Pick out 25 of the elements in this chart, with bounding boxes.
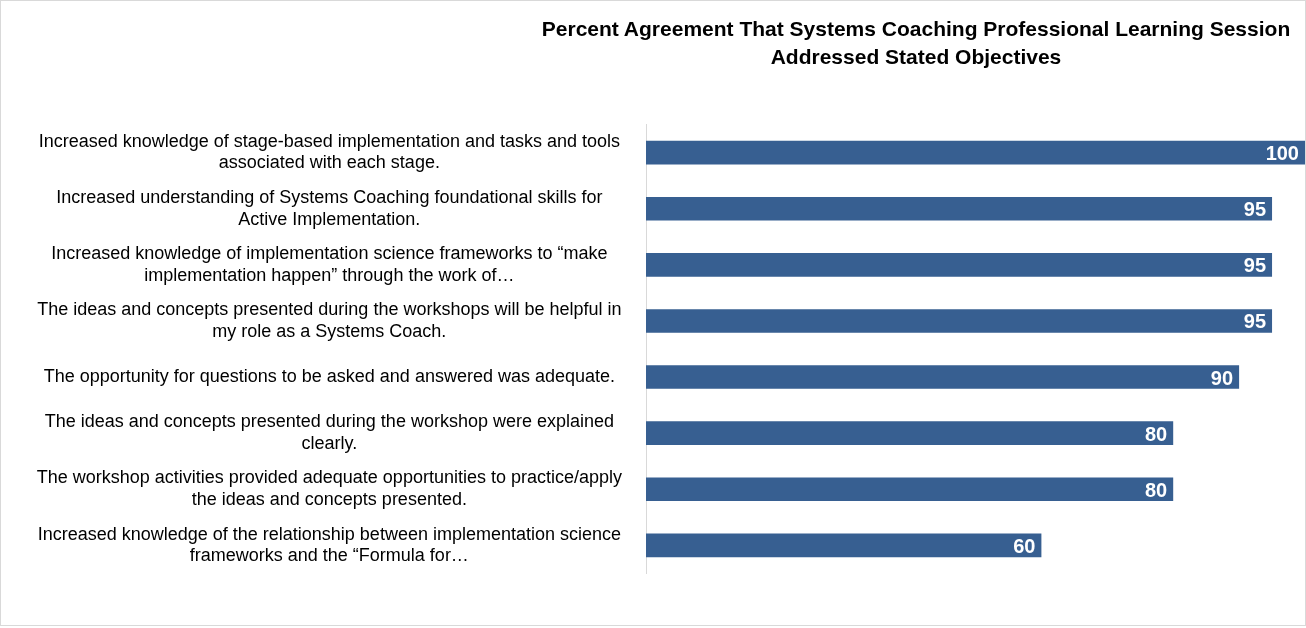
data-label: 80 xyxy=(1144,422,1168,445)
data-label: 80 xyxy=(1144,478,1168,501)
data-label: 90 xyxy=(1210,366,1234,389)
y-tick-label: Increased knowledge of the relationship between implementation science frameworks and the “Formula for… xyxy=(37,523,622,566)
data-label: 60 xyxy=(1013,534,1036,557)
bar xyxy=(646,477,1174,502)
data-label: 100 xyxy=(1265,142,1299,165)
chart-title: Percent Agreement That Systems Coaching Professional Learning Session Addressed Stated Objectives xyxy=(540,16,1292,70)
y-tick-label: The ideas and concepts presented during the workshop were explained clearly. xyxy=(44,411,615,453)
data-label: 95 xyxy=(1243,254,1267,277)
data-label: 95 xyxy=(1243,198,1267,221)
y-tick-label: The ideas and concepts presented during the workshops will be helpful in my role as a Systems Coach. xyxy=(37,299,622,341)
bar xyxy=(646,533,1042,558)
bar xyxy=(646,196,1273,221)
bar xyxy=(646,421,1174,445)
y-tick-label: Increased knowledge of stage-based implementation and tasks and tools associated with each stage. xyxy=(38,130,621,173)
bar xyxy=(646,365,1240,389)
y-tick-label: Increased understanding of Systems Coaching foundational skills for Active Implementation. xyxy=(56,186,603,229)
y-tick-label: Increased knowledge of implementation science frameworks to “make implementation happen” through the work of… xyxy=(51,243,608,285)
bar xyxy=(646,309,1273,333)
bar xyxy=(646,140,1305,165)
y-tick-label: The workshop activities provided adequate opportunities to practice/apply the ideas and concepts presented. xyxy=(36,467,622,510)
bar xyxy=(646,253,1273,277)
data-label: 95 xyxy=(1243,310,1267,333)
y-tick-label: The opportunity for questions to be asked and answered was adequate. xyxy=(43,366,616,387)
